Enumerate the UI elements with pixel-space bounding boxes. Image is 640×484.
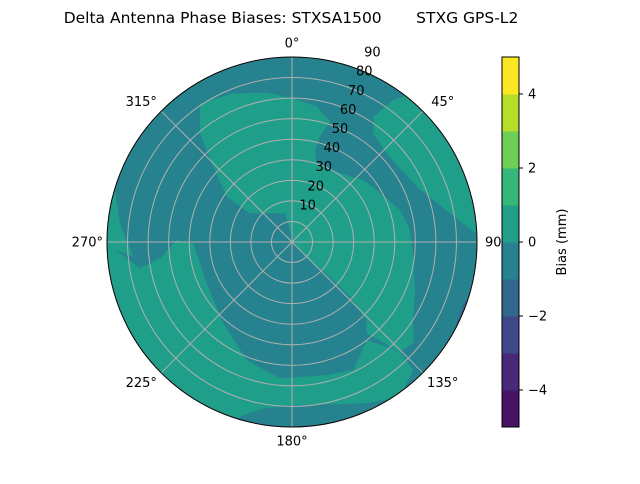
radial-tick-label: 90	[364, 46, 381, 61]
radial-tick-label: 50	[332, 122, 349, 137]
radial-tick-label: 40	[324, 141, 341, 156]
radial-tick-label: 60	[340, 103, 357, 118]
colorbar-band	[502, 168, 519, 206]
colorbar-band	[502, 205, 519, 243]
grid-spoke	[291, 241, 424, 374]
colorbar-tick-label: 2	[528, 162, 536, 177]
angular-tick-label: 270°	[72, 236, 103, 251]
radial-tick-labels: 10 20 30 40 50 60 70 80 90	[299, 46, 380, 214]
angular-tick-label: 315°	[126, 95, 157, 110]
angular-tick-label: 135°	[427, 376, 458, 391]
grid-spoke	[160, 110, 293, 243]
radial-tick-label: 80	[356, 65, 373, 80]
colorbar-tick-label: −4	[528, 384, 547, 399]
polar-grid	[106, 56, 478, 428]
grid-spoke	[160, 241, 293, 374]
colorbar-tick-label: −2	[528, 310, 547, 325]
colorbar-band	[502, 279, 519, 317]
colorbar: −4 −2 0 2 4	[501, 56, 547, 428]
angular-tick-labels: 0°45°90°135°180°225°270°315°	[72, 37, 508, 450]
angular-tick-label: 45°	[431, 95, 454, 110]
colorbar-band	[502, 390, 519, 428]
colorbar-band	[502, 316, 519, 354]
polar-frame	[106, 56, 478, 428]
colorbar-band	[502, 94, 519, 132]
radial-tick-label: 10	[299, 198, 316, 213]
grid-spoke	[291, 110, 424, 243]
radial-tick-label: 20	[307, 179, 324, 194]
colorbar-tick-label: 4	[528, 88, 536, 103]
colorbar-band	[502, 131, 519, 169]
colorbar-band	[502, 242, 519, 280]
angular-tick-label: 180°	[276, 435, 307, 450]
colorbar-band	[502, 57, 519, 95]
chart-title: Delta Antenna Phase Biases: STXSA1500 ST…	[64, 9, 519, 27]
colorbar-tick-label: 0	[528, 236, 536, 251]
radial-tick-label: 30	[316, 160, 333, 175]
angular-tick-label: 225°	[126, 376, 157, 391]
radial-tick-label: 70	[348, 84, 365, 99]
angular-tick-label: 0°	[285, 37, 300, 52]
colorbar-band	[502, 353, 519, 391]
colorbar-label: Bias (mm)	[555, 209, 570, 276]
